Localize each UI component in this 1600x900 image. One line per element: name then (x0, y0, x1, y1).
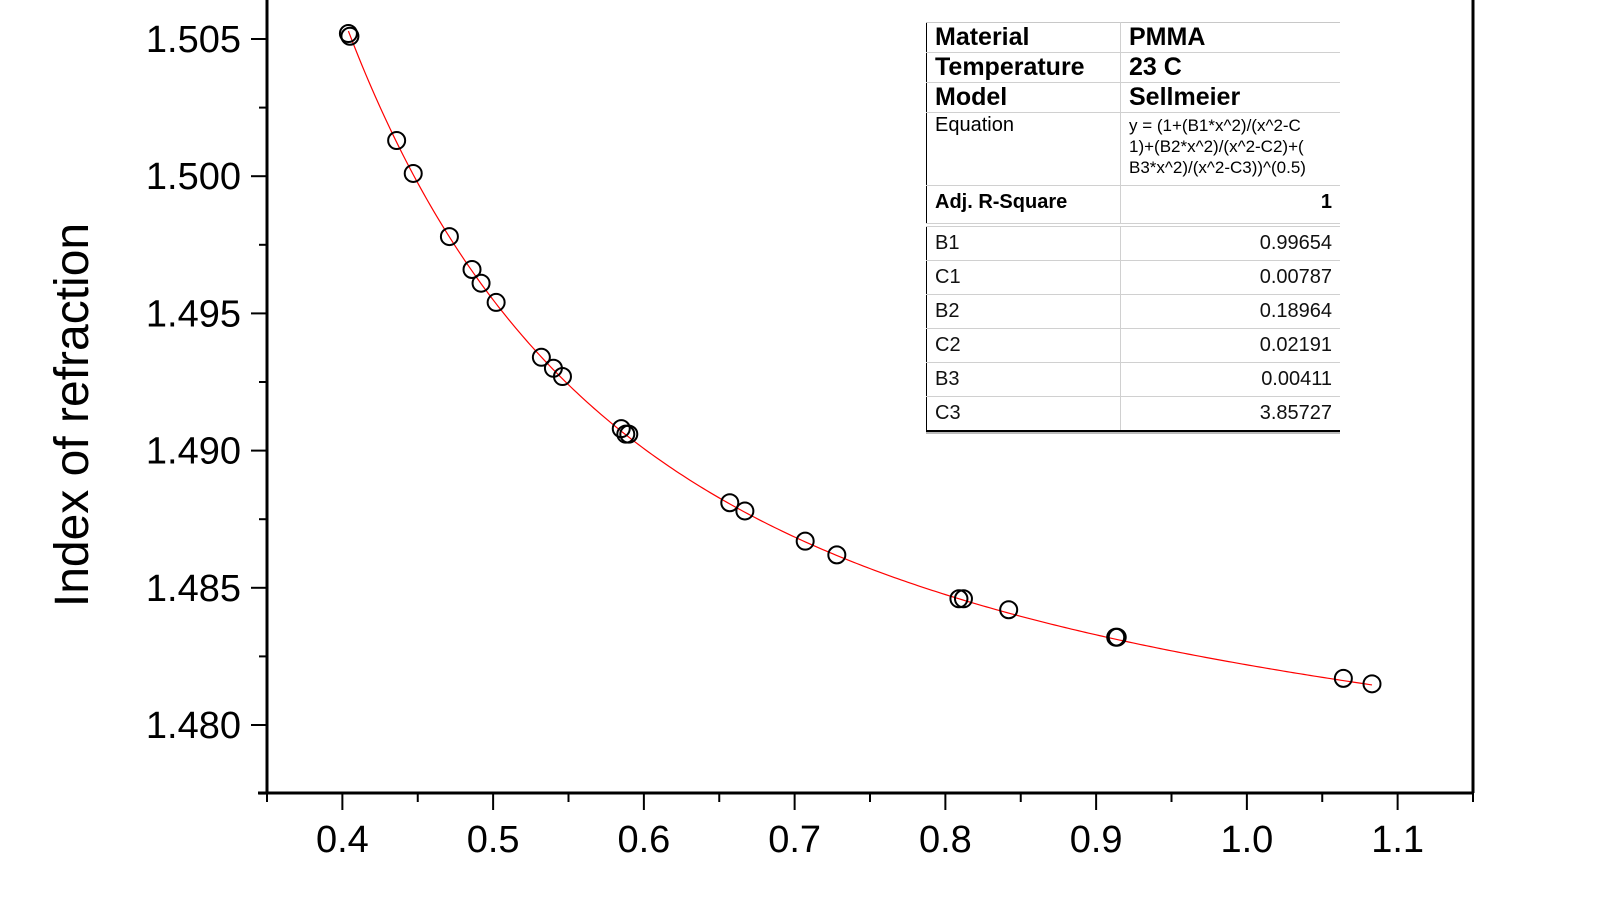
value-model: Sellmeier (1120, 82, 1340, 113)
value-rsquare: 1 (1120, 185, 1340, 227)
data-point (795, 531, 815, 551)
table-row-param: C2 0.02191 (926, 328, 1340, 363)
data-point (1362, 674, 1382, 694)
table-row-temperature: Temperature 23 C (926, 52, 1340, 83)
param-value: 0.00411 (1120, 362, 1340, 397)
param-value: 0.18964 (1120, 294, 1340, 329)
value-material: PMMA (1120, 22, 1340, 53)
table-row-material: Material PMMA (926, 22, 1340, 53)
label-model: Model (926, 82, 1121, 113)
y-tick-label: 1.505 (146, 19, 241, 61)
x-axis-tick-labels: 0.4 0.5 0.6 0.7 0.8 0.9 1.0 1.1 (316, 819, 1424, 861)
y-axis-title: Index of refraction (46, 223, 99, 607)
data-point (403, 163, 423, 183)
data-point (439, 227, 459, 247)
data-point (949, 589, 969, 609)
equation-line-3: B3*x^2)/(x^2-C3))^(0.5) (1129, 158, 1306, 177)
data-point (827, 545, 847, 565)
param-label: B2 (926, 294, 1121, 329)
y-axis-tick-labels: 1.480 1.485 1.490 1.495 1.500 1.505 (146, 19, 241, 747)
param-value: 0.99654 (1120, 225, 1340, 261)
table-row-rsquare: Adj. R-Square 1 (926, 185, 1340, 227)
param-label: C2 (926, 328, 1121, 363)
data-point (619, 424, 639, 444)
table-row-param: C3 3.85727 (926, 396, 1341, 431)
table-row-equation: Equation y = (1+(B1*x^2)/(x^2-C 1)+(B2*x… (926, 112, 1340, 186)
x-tick-label: 0.9 (1070, 819, 1123, 861)
data-point-markers (338, 24, 1382, 694)
table-row-model: Model Sellmeier (926, 82, 1340, 113)
value-temperature: 23 C (1120, 52, 1340, 83)
param-value: 0.00787 (1120, 260, 1340, 295)
x-tick-label: 0.7 (768, 819, 821, 861)
param-label: C3 (926, 396, 1121, 431)
data-point (1333, 668, 1353, 688)
data-point (471, 273, 491, 293)
equation-line-2: 1)+(B2*x^2)/(x^2-C2)+( (1129, 137, 1304, 156)
fit-results-table: Material PMMA Temperature 23 C Model Sel… (926, 22, 1340, 432)
y-tick-label: 1.490 (146, 431, 241, 473)
table-row-param: B2 0.18964 (926, 294, 1340, 329)
data-point (340, 26, 360, 46)
data-point (999, 600, 1019, 620)
axes (258, 0, 1475, 795)
y-tick-label: 1.500 (146, 156, 241, 198)
data-point (735, 501, 755, 521)
y-tick-label: 1.480 (146, 705, 241, 747)
data-point (531, 347, 551, 367)
param-value: 3.85727 (1259, 402, 1332, 424)
data-point (486, 292, 506, 312)
data-point (338, 24, 358, 44)
x-tick-label: 0.6 (617, 819, 670, 861)
y-axis-ticks (251, 38, 267, 795)
label-temperature: Temperature (926, 52, 1121, 83)
data-point (552, 367, 572, 387)
param-label: B1 (926, 225, 1121, 261)
table-row-param: B1 0.99654 (926, 225, 1340, 261)
equation-line-1: y = (1+(B1*x^2)/(x^2-C (1129, 116, 1301, 135)
x-tick-label: 1.1 (1371, 819, 1424, 861)
data-point (1106, 627, 1126, 647)
table-row-param: C1 0.00787 (926, 260, 1340, 295)
x-tick-label: 1.0 (1220, 819, 1273, 861)
x-axis-ticks (266, 793, 1474, 810)
value-equation: y = (1+(B1*x^2)/(x^2-C 1)+(B2*x^2)/(x^2-… (1120, 112, 1340, 186)
data-point (953, 589, 973, 609)
label-material: Material (926, 22, 1121, 53)
param-value: 0.02191 (1120, 328, 1340, 363)
x-tick-label: 0.5 (467, 819, 520, 861)
fit-curve-line (347, 30, 1373, 686)
data-point (1107, 627, 1127, 647)
label-equation: Equation (926, 112, 1121, 186)
data-point (720, 493, 740, 513)
x-tick-label: 0.4 (316, 819, 369, 861)
table-row-param: B3 0.00411 (926, 362, 1340, 397)
x-tick-label: 0.8 (919, 819, 972, 861)
param-label: C1 (926, 260, 1121, 295)
y-tick-label: 1.485 (146, 568, 241, 610)
data-point (462, 259, 482, 279)
label-rsquare: Adj. R-Square (926, 185, 1121, 227)
param-label: B3 (926, 362, 1121, 397)
y-tick-label: 1.495 (146, 293, 241, 335)
data-point (387, 131, 407, 151)
